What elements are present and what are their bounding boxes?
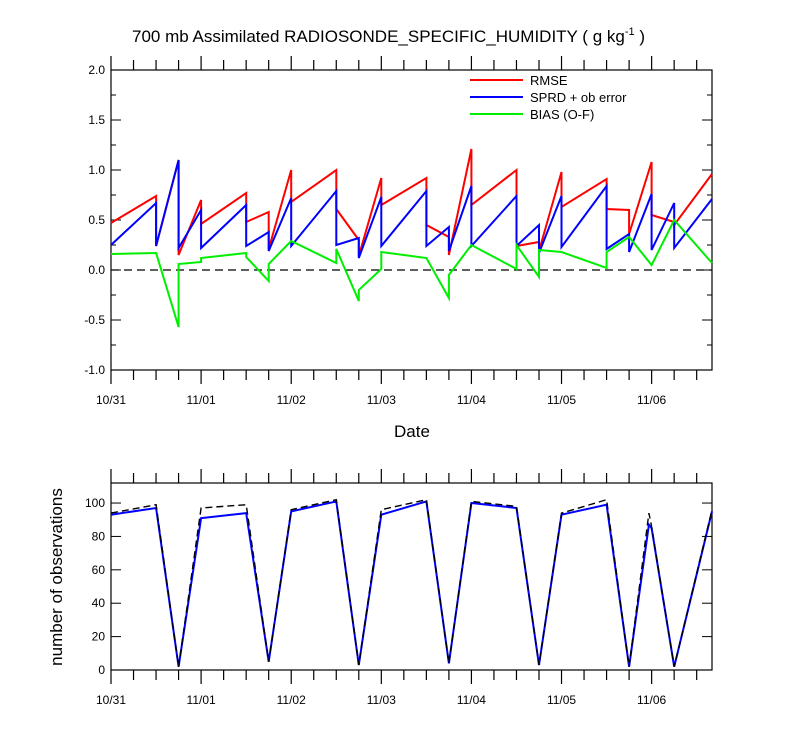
bottom-x-tick-label: 10/31 [96, 693, 126, 707]
top-x-tick-label: 11/05 [547, 393, 576, 407]
bottom-x-tick-label: 11/03 [367, 693, 396, 707]
top-x-tick-label: 10/31 [96, 393, 126, 407]
top-panel: -1.0 -0.5 0.0 0.5 1.0 1.5 2.0 10/31 11/01 11/02 11… [84, 56, 713, 407]
bottom-y-tick-label: 100 [85, 496, 105, 510]
chart-title: 700 mb Assimilated RADIOSONDE_SPECIFIC_H… [132, 26, 645, 46]
legend-label-rmse: RMSE [530, 73, 568, 88]
bottom-x-tick-label: 11/01 [187, 693, 216, 707]
bottom-y-tick-label: 20 [92, 630, 106, 644]
top-x-tick-label: 11/03 [367, 393, 396, 407]
top-y-tick-label: 0.0 [88, 263, 105, 277]
bottom-plot-frame [110, 482, 713, 671]
top-x-axis-label: Date [394, 422, 430, 441]
bottom-y-tick-label: 0 [98, 663, 105, 677]
top-y-tick-label: -1.0 [84, 363, 105, 377]
top-x-tick-label: 11/01 [187, 393, 216, 407]
chart-title-superscript: -1 [625, 26, 635, 38]
legend-label-sprd: SPRD + ob error [530, 90, 627, 105]
bottom-y-tick-label: 80 [92, 529, 106, 543]
top-series-sprd-ob-error [110, 159, 713, 259]
bottom-panel: 0 20 40 60 80 100 10/31 11/01 11/02 11/03 11/04 11/… [85, 469, 713, 707]
top-x-tick-label: 11/02 [277, 393, 306, 407]
legend-label-bias: BIAS (O-F) [530, 107, 594, 122]
top-y-tick-label: 0.5 [88, 213, 105, 227]
chart-title-end: ) [635, 27, 645, 46]
top-x-tick-label: 11/06 [637, 393, 666, 407]
bottom-y-tick-label: 40 [92, 596, 106, 610]
bottom-x-tick-label: 11/02 [277, 693, 306, 707]
bottom-x-tick-label: 11/06 [637, 693, 666, 707]
bottom-series-observations-possible [110, 498, 713, 667]
bottom-x-tick-label: 11/04 [457, 693, 486, 707]
bottom-x-tick-label: 11/05 [547, 693, 576, 707]
legend: RMSE SPRD + ob error BIAS (O-F) [470, 73, 627, 122]
bottom-y-tick-label: 60 [92, 563, 106, 577]
bottom-y-axis-label: number of observations [47, 488, 66, 666]
top-x-tick-label: 11/04 [457, 393, 486, 407]
top-y-tick-label: 1.0 [88, 163, 105, 177]
bottom-series-observations-used [110, 500, 713, 667]
top-y-tick-label: 2.0 [88, 63, 105, 77]
top-y-tick-label: 1.5 [88, 113, 105, 127]
top-series-bias-o-f [110, 218, 713, 328]
top-y-tick-label: -0.5 [84, 313, 105, 327]
